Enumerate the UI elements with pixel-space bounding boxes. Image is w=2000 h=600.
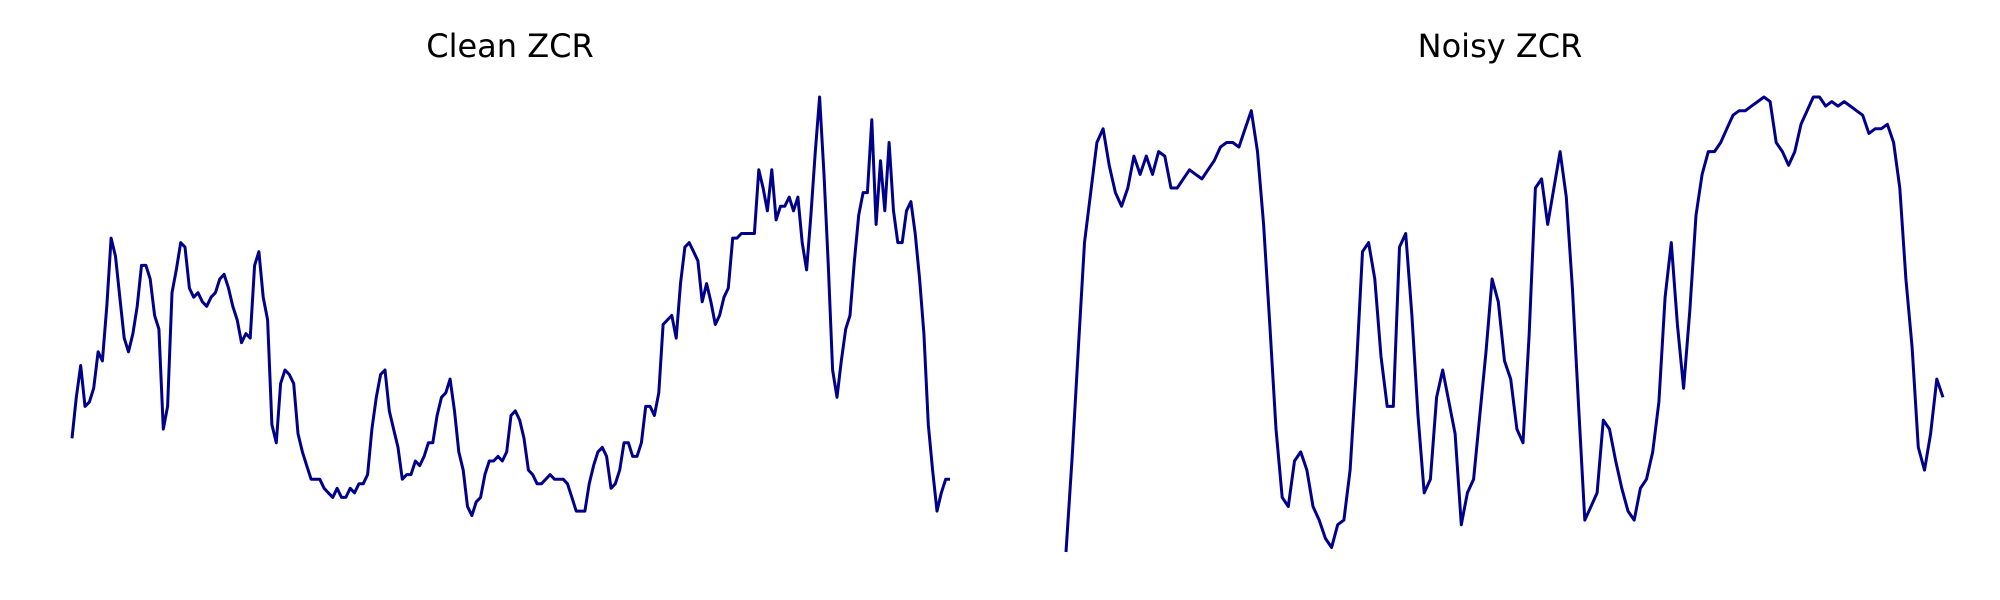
noisy-zcr-chart: Noisy ZCR (1064, 27, 1945, 553)
noisy-zcr-title: Noisy ZCR (1418, 27, 1583, 65)
noisy-zcr-line (1064, 95, 1945, 553)
clean-zcr-title: Clean ZCR (426, 27, 593, 65)
clean-zcr-line (70, 95, 950, 518)
clean-zcr-chart: Clean ZCR (70, 27, 950, 518)
